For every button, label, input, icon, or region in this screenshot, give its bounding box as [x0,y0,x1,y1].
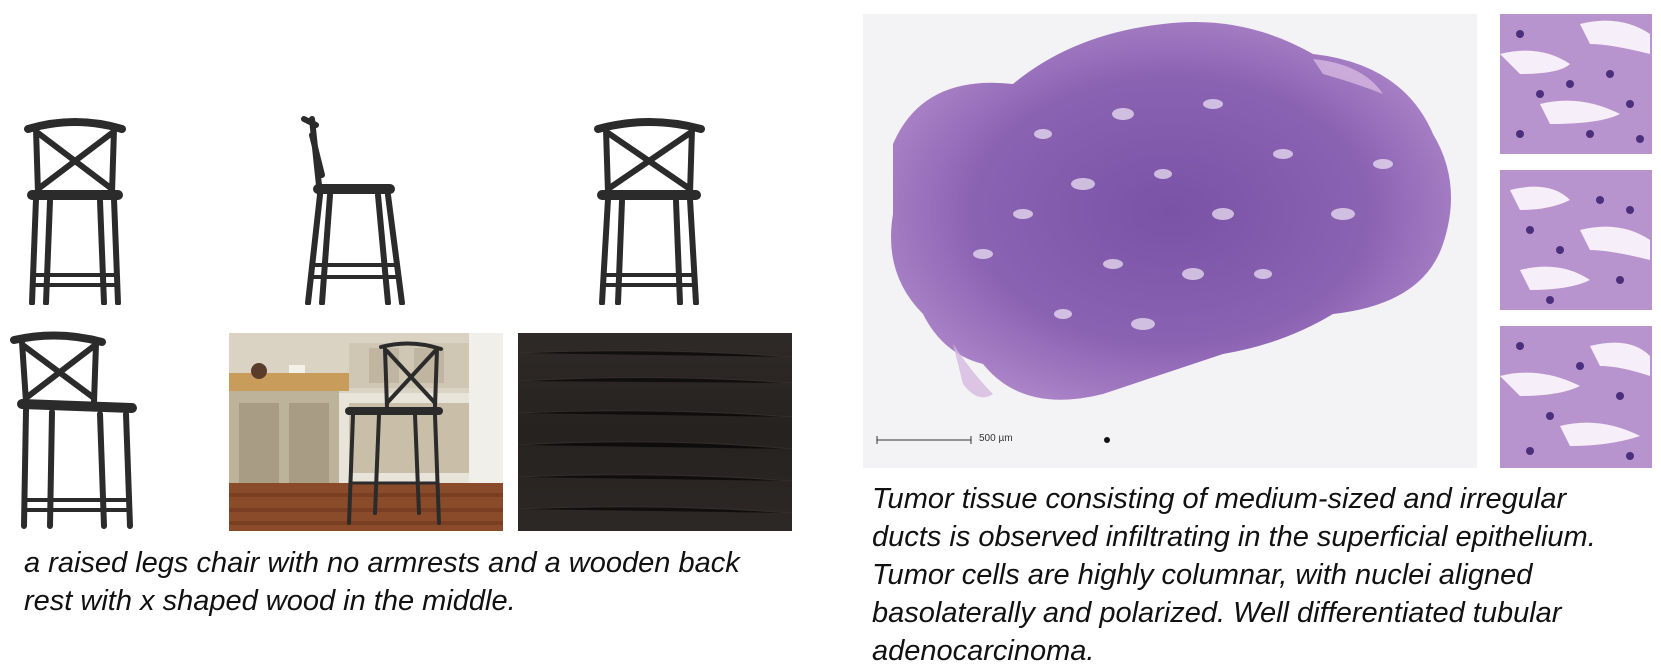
histology-zoom-patch-3 [1500,326,1652,468]
chair-three-quarter-view-image [8,330,138,530]
right-figure-caption: Tumor tissue consisting of medium-sized … [872,483,1596,667]
dark-wood-texture-image [518,333,792,531]
histology-zoom-patch-2 [1500,170,1652,310]
scale-bar-label: 500 µm [979,433,1013,444]
left-figure-caption: a raised legs chair with no armrests and… [24,547,740,617]
chair-front-view-image [20,115,130,305]
histology-whole-slide-image: 500 µm [863,14,1477,468]
histology-zoom-patch-1 [1500,14,1652,154]
chair-kitchen-scene-image [229,333,503,531]
chair-back-view-image [592,115,707,305]
chair-side-view-image [290,115,420,305]
